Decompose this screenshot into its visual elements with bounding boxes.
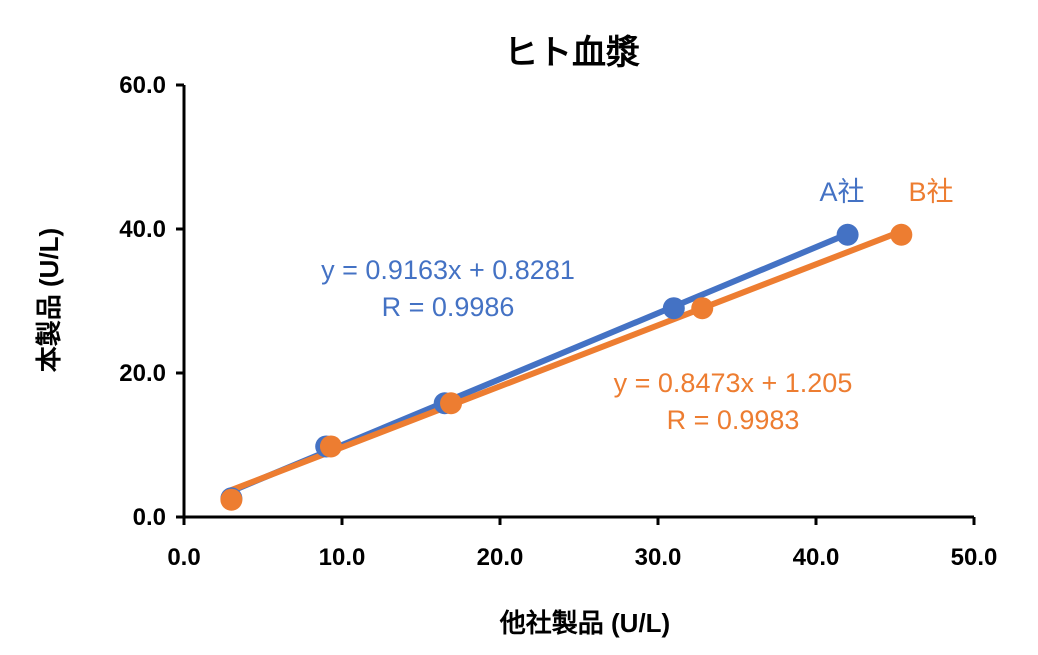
data-point-series-b: [319, 435, 342, 458]
y-axis-title: 本製品 (U/L): [34, 228, 64, 372]
x-tick-label: 20.0: [477, 544, 524, 571]
series-b-r-value: R = 0.9983: [667, 405, 800, 435]
data-point-series-b: [691, 297, 714, 320]
y-tick-label: 0.0: [133, 504, 166, 531]
x-tick-label: 40.0: [793, 544, 840, 571]
y-tick-label: 60.0: [119, 72, 166, 99]
trendline-series-b: [228, 228, 905, 494]
series-a-equation: y = 0.9163x + 0.8281: [321, 255, 575, 285]
chart-title: ヒト血漿: [504, 34, 640, 72]
data-point-series-a: [836, 223, 859, 246]
x-tick-label: 0.0: [167, 544, 200, 571]
data-points: [220, 223, 913, 511]
data-point-series-b: [440, 392, 463, 415]
series-a-label: A社: [819, 177, 864, 207]
data-point-series-b: [220, 488, 243, 511]
x-axis-title: 他社製品 (U/L): [499, 608, 670, 638]
series-b-equation: y = 0.8473x + 1.205: [614, 368, 853, 398]
x-tick-label: 10.0: [319, 544, 366, 571]
series-b-label: B社: [908, 177, 953, 207]
data-point-series-b: [890, 223, 913, 246]
series-a-r-value: R = 0.9986: [382, 292, 515, 322]
y-tick-label: 40.0: [119, 216, 166, 243]
x-tick-label: 30.0: [635, 544, 682, 571]
x-tick-label: 50.0: [951, 544, 998, 571]
data-point-series-a: [662, 297, 685, 320]
y-tick-label: 20.0: [119, 360, 166, 387]
axes: 0.0 20.0 40.0 60.0 0.0 10.0 20.0 30.0 40.0 50.0: [119, 72, 997, 571]
